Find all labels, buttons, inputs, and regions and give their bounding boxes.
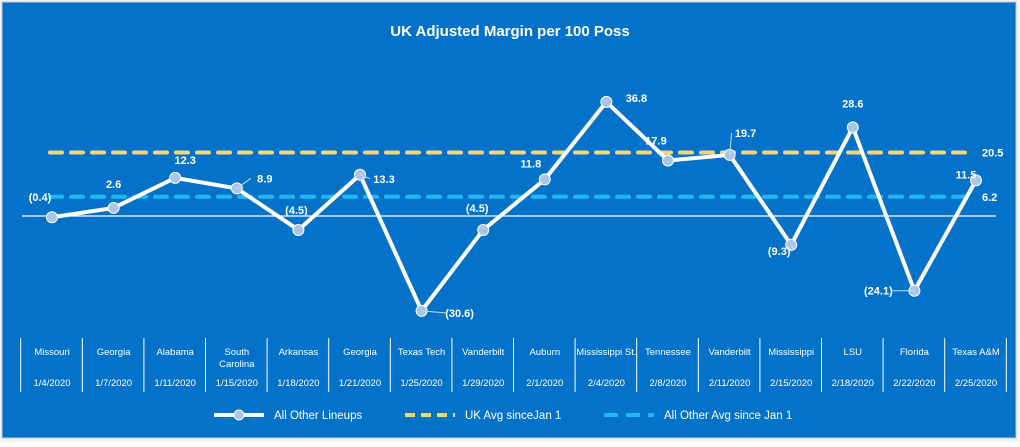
- data-label-0: (0.4): [29, 192, 52, 204]
- data-point-9: [600, 95, 613, 108]
- reference-line-label-1: 6.2: [982, 192, 997, 204]
- data-point-8: [538, 173, 551, 186]
- category-label-1: Georgia: [97, 347, 132, 358]
- category-date-0: 1/4/2020: [34, 378, 71, 389]
- data-label-leader-11: [729, 132, 733, 155]
- data-label-leader-12: [790, 244, 794, 251]
- category-date-12: 2/15/2020: [770, 378, 812, 389]
- data-point-15: [970, 174, 982, 187]
- data-point-2: [169, 171, 182, 184]
- data-label-9: 36.8: [626, 93, 647, 105]
- category-date-3: 1/15/2020: [216, 378, 258, 389]
- data-label-14: (24.1): [864, 286, 893, 298]
- legend-label-2: All Other Avg since Jan 1: [664, 410, 792, 422]
- category-date-11: 2/11/2020: [709, 378, 751, 389]
- category-date-8: 2/1/2020: [526, 378, 563, 389]
- category-date-15: 2/25/2020: [955, 378, 997, 389]
- category-label-6: Texas Tech: [398, 347, 445, 358]
- category-label-9: Mississippi St.: [576, 347, 636, 358]
- category-label-3: South Carolina: [219, 347, 255, 370]
- category-date-13: 2/18/2020: [832, 378, 874, 389]
- category-date-9: 2/4/2020: [588, 378, 625, 389]
- data-point-0: [46, 211, 58, 224]
- data-label-10: 17.9: [645, 136, 666, 148]
- reference-line-label-0: 20.5: [982, 147, 1003, 159]
- legend-label-0: All Other Lineups: [274, 410, 362, 422]
- data-label-2: 12.3: [174, 155, 195, 167]
- series-line-all-other-lineups: [51, 99, 978, 313]
- category-label-2: Alabama: [156, 347, 194, 358]
- data-label-12: (9.3): [768, 246, 791, 258]
- data-label-4: (4.5): [285, 205, 308, 217]
- category-label-0: Missouri: [34, 347, 69, 358]
- category-axis: Missouri 1/4/2020 Georgia 1/7/2020 Alabama 1/…: [20, 338, 1007, 392]
- category-label-11: Vanderbilt: [709, 347, 751, 358]
- data-label-7: (4.5): [466, 203, 489, 215]
- category-date-2: 1/11/2020: [154, 378, 196, 389]
- data-label-6: (30.6): [445, 308, 474, 320]
- legend-label-1: UK Avg sinceJan 1: [465, 410, 561, 422]
- data-label-3: 8.9: [257, 173, 272, 185]
- category-label-14: Florida: [900, 347, 930, 358]
- category-date-14: 2/22/2020: [893, 378, 935, 389]
- data-label-5: 13.3: [373, 174, 394, 186]
- category-date-1: 1/7/2020: [95, 378, 132, 389]
- reference-lines: 20.5 6.2: [48, 147, 1003, 204]
- legend: All Other Lineups UK Avg sinceJan 1 All Ot…: [214, 409, 792, 422]
- category-label-4: Arkansas: [279, 347, 319, 358]
- data-label-15: 11.5: [956, 169, 977, 181]
- data-label-leader-3: [236, 178, 252, 189]
- category-label-13: LSU: [844, 347, 863, 358]
- data-label-leader-6: [421, 310, 446, 314]
- data-point-7: [477, 223, 490, 236]
- category-date-10: 2/8/2020: [650, 378, 687, 389]
- data-point-4: [292, 223, 305, 236]
- plot-background: [1, 1, 1017, 439]
- category-date-7: 1/29/2020: [462, 378, 504, 389]
- category-label-15: Texas A&M: [952, 347, 1000, 358]
- category-label-10: Tennessee: [645, 347, 691, 358]
- data-label-1: 2.6: [106, 179, 121, 191]
- data-label-8: 11.8: [520, 158, 541, 170]
- category-date-6: 1/25/2020: [400, 378, 442, 389]
- data-label-11: 19.7: [735, 128, 756, 140]
- category-label-8: Auburn: [529, 347, 560, 358]
- data-label-leader-5: [359, 174, 371, 180]
- category-label-7: Vanderbilt: [462, 347, 504, 358]
- category-date-4: 1/18/2020: [277, 378, 319, 389]
- data-labels: (0.4) 2.6 12.3 8.9 (4.5) 13.3 (30.6) (4.5) 11.8 3…: [29, 93, 977, 320]
- category-label-12: Mississippi: [768, 347, 814, 358]
- legend-marker-0: [233, 409, 245, 421]
- data-point-10: [662, 154, 674, 167]
- data-point-1: [107, 201, 120, 214]
- category-date-5: 1/21/2020: [339, 378, 381, 389]
- category-label-5: Georgia: [343, 347, 378, 358]
- data-label-13: 28.6: [842, 98, 863, 110]
- series-lines: [46, 95, 982, 317]
- data-point-13: [846, 121, 859, 134]
- chart-title: UK Adjusted Margin per 100 Poss: [390, 23, 630, 40]
